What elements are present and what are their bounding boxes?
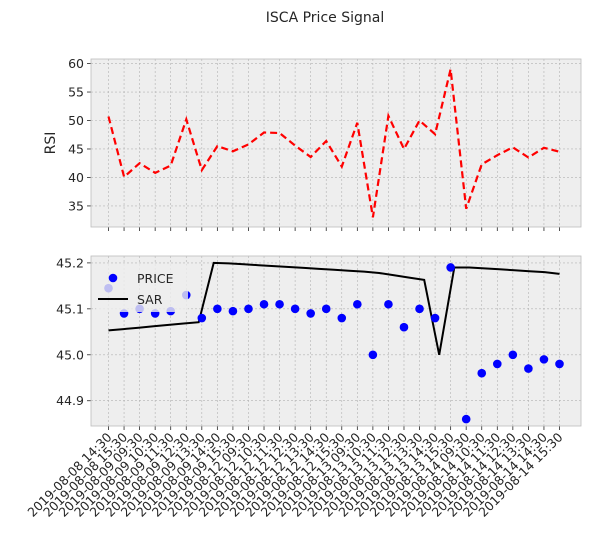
price-point	[492, 359, 502, 369]
price-point	[368, 350, 378, 360]
price-y-tick-label: 45.1	[56, 301, 84, 316]
rsi-y-tick-label: 40	[68, 170, 84, 185]
rsi-y-tick-label: 60	[68, 56, 84, 71]
price-point	[337, 313, 347, 323]
price-point	[508, 350, 518, 360]
price-point	[446, 263, 455, 272]
price-point	[197, 313, 207, 323]
rsi-y-tick-label: 50	[68, 113, 84, 128]
price-point	[399, 322, 409, 332]
sar-series-line	[108, 261, 560, 355]
legend: PRICE SAR	[96, 264, 188, 312]
price-point	[244, 304, 253, 314]
price-point	[275, 299, 284, 309]
price-point	[290, 304, 300, 314]
price-point	[353, 299, 362, 309]
price-point	[524, 364, 533, 373]
price-point	[259, 299, 269, 309]
rsi-y-tick-label: 55	[68, 85, 84, 100]
price-y-tick-label: 45.0	[56, 347, 84, 362]
rsi-y-tick-label: 35	[68, 198, 84, 213]
rsi-axes: 35 40 45 50 55 60	[68, 56, 582, 231]
price-point	[213, 304, 222, 314]
price-frame	[90, 255, 582, 427]
price-y-tick-label: 44.9	[56, 393, 84, 408]
price-point	[430, 313, 440, 323]
price-point	[384, 299, 393, 309]
rsi-y-tick-label: 45	[68, 141, 84, 156]
price-point	[539, 355, 549, 364]
rsi-plot-area	[91, 59, 581, 227]
rsi-axis-label: RSI	[43, 132, 59, 155]
price-point	[306, 309, 315, 318]
price-point	[555, 359, 564, 369]
legend-price-label: PRICE	[137, 271, 174, 286]
chart-title: ISCA Price Signal	[266, 10, 384, 26]
price-point	[321, 304, 331, 314]
rsi-frame	[90, 58, 582, 228]
legend-sar-label: SAR	[137, 292, 163, 307]
legend-price-marker	[108, 273, 118, 283]
price-point	[415, 304, 424, 314]
rsi-series-line	[107, 69, 560, 218]
price-point	[461, 414, 471, 424]
price-point	[228, 306, 238, 316]
price-y-tick-label: 45.2	[56, 255, 84, 270]
price-point	[477, 368, 487, 378]
